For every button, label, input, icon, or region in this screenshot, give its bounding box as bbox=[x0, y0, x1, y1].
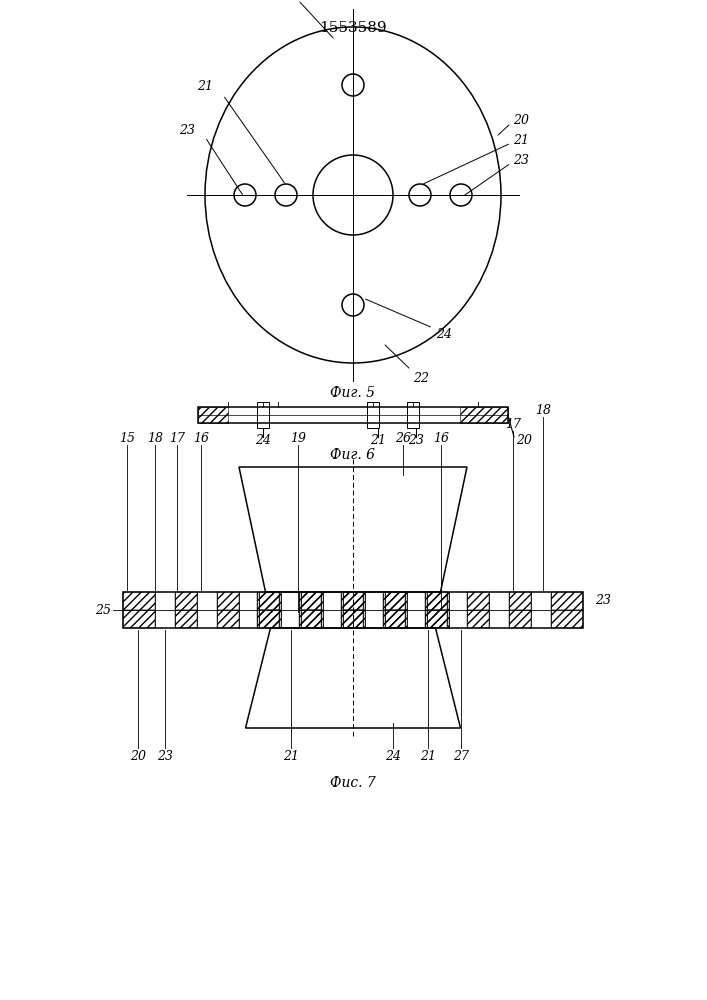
Bar bbox=[383, 592, 405, 610]
Text: 20: 20 bbox=[513, 113, 529, 126]
Bar bbox=[301, 610, 323, 628]
Bar bbox=[551, 610, 583, 628]
Bar bbox=[217, 610, 239, 628]
Bar bbox=[509, 592, 531, 610]
Bar bbox=[175, 592, 197, 610]
Bar bbox=[198, 407, 228, 423]
Text: 24: 24 bbox=[385, 750, 401, 762]
Text: 21: 21 bbox=[370, 434, 386, 448]
Text: Фиг. 6: Фиг. 6 bbox=[330, 448, 375, 462]
Bar bbox=[460, 407, 508, 423]
Bar bbox=[343, 592, 365, 610]
Text: 23: 23 bbox=[157, 750, 173, 762]
Text: Фиг. 5: Фиг. 5 bbox=[330, 386, 375, 400]
Bar bbox=[383, 610, 405, 628]
Text: Фис. 7: Фис. 7 bbox=[330, 776, 376, 790]
Text: 23: 23 bbox=[179, 123, 195, 136]
Bar bbox=[257, 402, 269, 428]
Text: 18: 18 bbox=[147, 432, 163, 446]
Bar bbox=[123, 610, 155, 628]
Text: 25: 25 bbox=[95, 603, 111, 616]
Bar bbox=[299, 610, 321, 628]
Text: 23: 23 bbox=[408, 434, 424, 448]
Bar bbox=[509, 610, 531, 628]
Bar bbox=[341, 592, 363, 610]
Bar bbox=[259, 610, 281, 628]
Bar bbox=[217, 592, 239, 610]
Bar bbox=[175, 610, 197, 628]
Bar bbox=[259, 592, 281, 610]
Text: 21: 21 bbox=[197, 81, 213, 94]
Bar bbox=[467, 610, 489, 628]
Bar bbox=[257, 610, 279, 628]
Text: 24: 24 bbox=[255, 434, 271, 448]
Text: 22: 22 bbox=[413, 371, 429, 384]
Bar bbox=[341, 610, 363, 628]
Text: 16: 16 bbox=[433, 432, 449, 446]
Text: 20: 20 bbox=[516, 434, 532, 448]
Bar bbox=[367, 402, 379, 428]
Bar bbox=[427, 592, 449, 610]
Text: 19: 19 bbox=[290, 432, 306, 446]
Text: 21: 21 bbox=[283, 750, 299, 762]
Text: 23: 23 bbox=[513, 153, 529, 166]
Text: 26: 26 bbox=[395, 432, 411, 446]
Bar bbox=[425, 610, 447, 628]
Bar bbox=[385, 592, 407, 610]
Text: 24: 24 bbox=[436, 328, 452, 342]
Text: 23: 23 bbox=[595, 594, 611, 607]
Text: 21: 21 bbox=[420, 750, 436, 762]
Bar bbox=[123, 592, 155, 610]
Text: 16: 16 bbox=[193, 432, 209, 446]
Text: 15: 15 bbox=[119, 432, 135, 446]
Text: 20: 20 bbox=[130, 750, 146, 762]
Bar bbox=[198, 407, 508, 423]
Text: 18: 18 bbox=[535, 404, 551, 418]
Bar bbox=[257, 592, 279, 610]
Bar bbox=[427, 610, 449, 628]
Bar bbox=[551, 592, 583, 610]
Bar bbox=[407, 402, 419, 428]
Bar bbox=[343, 610, 365, 628]
Text: 21: 21 bbox=[513, 133, 529, 146]
Bar bbox=[299, 592, 321, 610]
Text: 27: 27 bbox=[453, 750, 469, 762]
Text: 17: 17 bbox=[505, 418, 521, 432]
Bar bbox=[123, 592, 583, 628]
Text: 1553589: 1553589 bbox=[319, 21, 387, 35]
Bar bbox=[385, 610, 407, 628]
Bar bbox=[301, 592, 323, 610]
Text: 17: 17 bbox=[169, 432, 185, 446]
Bar bbox=[425, 592, 447, 610]
Bar bbox=[467, 592, 489, 610]
